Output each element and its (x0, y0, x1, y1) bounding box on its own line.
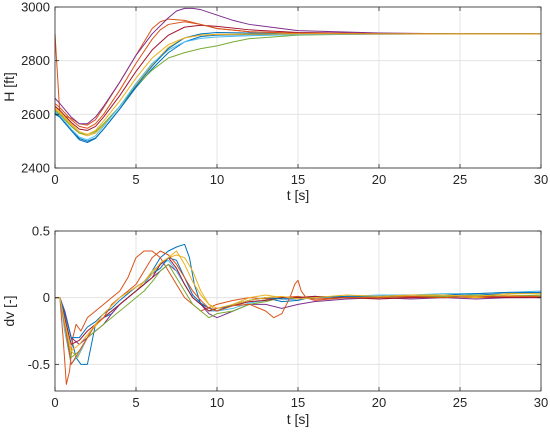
bottom-chart-series-group (55, 243, 542, 385)
bottom-chart-ytick-label: 0.5 (32, 224, 50, 239)
top-chart-ylabel: H [ft] (1, 72, 17, 102)
bottom-chart-xlabel: t [s] (287, 411, 310, 427)
top-chart-ytick-label: 3000 (21, 0, 50, 15)
bottom-chart-xtick-label: 25 (453, 395, 467, 410)
top-chart-xtick-label: 0 (51, 172, 58, 187)
bottom-chart-xtick-label: 5 (132, 395, 139, 410)
top-chart-series-line-6 (54, 33, 541, 141)
top-chart-series-line-10 (54, 33, 541, 135)
bottom-chart-series-line-9 (55, 250, 541, 365)
bottom-chart: 0 5 10 15 20 25 30 -0.5 0 0.5 t [s] dv [-] (1, 224, 548, 428)
bottom-chart-xtick-label: 20 (372, 395, 386, 410)
top-chart-series-line-5 (54, 33, 541, 135)
bottom-chart-xtick-label: 15 (291, 395, 305, 410)
top-chart-series-line-7 (54, 24, 541, 131)
bottom-chart-ytick-label: 0 (43, 290, 50, 305)
top-chart-series-line-4 (54, 7, 541, 125)
bottom-chart-xtick-label: 10 (210, 395, 224, 410)
top-chart-xtick-label: 25 (453, 172, 467, 187)
top-chart-xtick-label: 20 (372, 172, 386, 187)
top-chart-xlabel: t [s] (287, 187, 310, 203)
top-chart-xtick-label: 15 (291, 172, 305, 187)
bottom-chart-ylabel: dv [-] (1, 295, 17, 326)
top-chart-ytick-label: 2400 (21, 161, 50, 176)
bottom-chart-ytick-label: -0.5 (28, 357, 50, 372)
bottom-chart-ticks: 0 5 10 15 20 25 30 -0.5 0 0.5 (28, 224, 549, 411)
top-chart-xtick-label: 30 (534, 172, 548, 187)
top-chart-ytick-label: 2800 (21, 53, 50, 68)
bottom-chart-xtick-label: 30 (534, 395, 548, 410)
top-chart-series-group (54, 7, 541, 144)
bottom-chart-series-line-10 (55, 250, 541, 352)
top-chart-series-line-9 (54, 21, 541, 129)
top-chart-xtick-label: 10 (210, 172, 224, 187)
top-chart: 0 5 10 15 20 25 30 2400 2600 2800 3000 t [s] H [ft… (1, 0, 548, 203)
top-chart-ytick-label: 2600 (21, 107, 50, 122)
top-chart-xtick-label: 5 (132, 172, 139, 187)
bottom-chart-xtick-label: 0 (51, 395, 58, 410)
top-chart-ticks: 0 5 10 15 20 25 30 2400 2600 2800 3000 (21, 0, 548, 187)
